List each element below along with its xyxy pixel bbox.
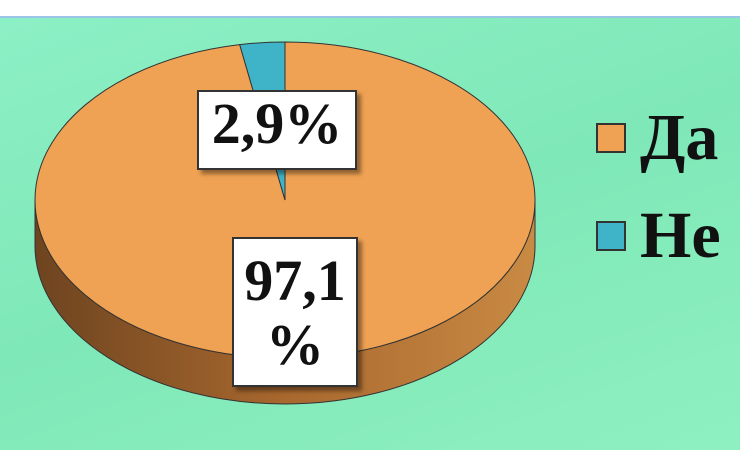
top-band [0,0,740,18]
data-label: 2,9% [197,90,357,170]
legend-item: Да [596,100,718,176]
legend-label: Не [640,199,721,272]
legend-swatch [596,221,626,251]
data-label: 97,1 % [232,237,358,387]
legend-label: Да [640,101,719,174]
legend-item: Не [596,198,721,274]
legend-swatch [596,123,626,153]
